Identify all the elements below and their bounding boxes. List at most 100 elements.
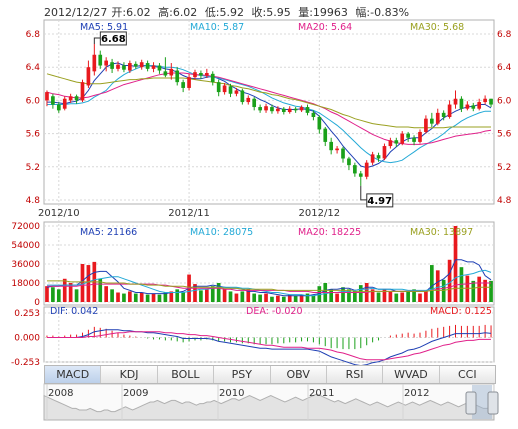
candle-body xyxy=(62,98,67,109)
candle-body xyxy=(151,65,156,69)
volume-bar xyxy=(234,293,239,302)
volume-bar xyxy=(169,291,174,302)
volume-bar xyxy=(465,275,470,302)
dea-line xyxy=(47,331,491,361)
volume-legend-3: MA30: 13897 xyxy=(410,227,473,238)
price-tick-left: 6.4 xyxy=(26,63,41,73)
history-drag-handle[interactable] xyxy=(465,391,477,415)
candle-body xyxy=(489,98,493,105)
price-ma-line-ma10 xyxy=(47,65,491,164)
panel-frame xyxy=(43,19,495,205)
candle-body xyxy=(370,154,375,163)
history-year-label: 2012 xyxy=(404,388,429,399)
price-legend-1: MA10: 5.87 xyxy=(190,22,244,33)
tab-psy[interactable]: PSY xyxy=(214,366,271,383)
volume-bar xyxy=(258,294,262,302)
x-tick-label: 2012/10 xyxy=(38,208,80,219)
tab-kdj[interactable]: KDJ xyxy=(101,366,158,383)
candle-body xyxy=(163,71,168,76)
volume-bar xyxy=(341,287,345,302)
volume-bar xyxy=(311,295,316,302)
macd-legend-1: DEA: -0.020 xyxy=(246,306,303,317)
tab-obv[interactable]: OBV xyxy=(271,366,327,383)
annotation-leader xyxy=(360,185,367,201)
candle-body xyxy=(51,96,55,105)
candle-body xyxy=(199,73,203,76)
price-ma-line-ma30 xyxy=(46,73,491,129)
price-tick-left: 6.8 xyxy=(26,30,41,40)
candle-body xyxy=(364,162,369,177)
candle-body xyxy=(477,102,482,109)
volume-bar xyxy=(62,278,67,302)
candle-body xyxy=(418,131,422,142)
volume-bar xyxy=(370,289,375,302)
candle-body xyxy=(139,62,144,68)
candle-body xyxy=(483,98,487,103)
quote-volume: 量:19963 xyxy=(298,6,348,19)
candle-body xyxy=(400,133,405,144)
tab-cci[interactable]: CCI xyxy=(458,368,477,381)
volume-bar xyxy=(382,289,387,302)
volume-bar xyxy=(104,286,109,302)
candle-body xyxy=(305,107,310,113)
candle-body xyxy=(157,65,162,71)
volume-bar xyxy=(216,283,221,302)
price-legend-2: MA20: 5.64 xyxy=(298,22,352,33)
tab-wvad[interactable]: WVAD xyxy=(383,366,440,383)
tab-rsi[interactable]: RSI xyxy=(327,366,384,383)
volume-bar xyxy=(347,289,351,302)
price-tick-right: 6.4 xyxy=(497,63,512,73)
volume-bar xyxy=(151,293,156,302)
tab-macd[interactable]: MACD xyxy=(45,366,102,383)
candle-body xyxy=(92,54,97,72)
candle-body xyxy=(347,158,351,166)
volume-tick: 54000 xyxy=(11,241,40,251)
candle-body xyxy=(429,118,434,124)
candle-body xyxy=(293,108,298,111)
candle-body xyxy=(116,64,120,69)
volume-bar xyxy=(305,293,310,302)
candle-body xyxy=(228,86,233,94)
volume-bar xyxy=(163,292,168,302)
history-drag-handle[interactable] xyxy=(487,391,499,415)
price-tick-left: 5.6 xyxy=(26,130,41,140)
candle-body xyxy=(187,77,191,88)
quote-open: 开:6.02 xyxy=(111,6,151,19)
candle-body xyxy=(193,72,197,78)
volume-bar xyxy=(281,296,286,302)
volume-bar xyxy=(388,291,393,302)
quote-high: 高:6.02 xyxy=(158,6,198,19)
volume-bar xyxy=(210,286,215,302)
volume-bar xyxy=(276,295,280,302)
volume-bar xyxy=(400,292,405,302)
tab-boll[interactable]: BOLL xyxy=(158,366,215,383)
volume-bar xyxy=(483,279,487,302)
volume-tick: 36000 xyxy=(11,260,40,270)
candle-body xyxy=(270,107,274,112)
volume-bar xyxy=(329,289,334,302)
candle-body xyxy=(74,96,79,101)
candle-body xyxy=(216,82,221,93)
candle-body xyxy=(246,97,251,103)
macd-tick: -0.253 xyxy=(11,358,40,368)
volume-bar xyxy=(293,295,298,302)
candle-body xyxy=(45,92,49,101)
candle-body xyxy=(412,137,416,142)
volume-bar xyxy=(56,289,61,302)
quote-header: 2012/12/27 开:6.02 高:6.02 低:5.92 收:5.95 量:… xyxy=(44,4,413,20)
volume-tick: 0 xyxy=(34,298,40,308)
candle-body xyxy=(264,106,268,111)
price-tick-right: 6.8 xyxy=(497,30,512,40)
price-ma-line-ma20 xyxy=(46,72,492,145)
candle-body xyxy=(459,98,464,109)
annotation-label: 4.97 xyxy=(367,196,392,207)
quote-change: 幅:-0.83% xyxy=(355,6,410,19)
volume-bar xyxy=(471,280,476,302)
candle-body xyxy=(358,173,363,177)
candle-body xyxy=(323,128,328,142)
x-tick-label: 2012/11 xyxy=(168,208,210,219)
history-year-label: 2008 xyxy=(48,388,73,399)
indicator-tabs: MACD KDJ BOLL PSY OBV RSI WVAD CCI xyxy=(44,365,496,384)
volume-bar xyxy=(86,265,91,302)
volume-bar xyxy=(252,293,257,302)
